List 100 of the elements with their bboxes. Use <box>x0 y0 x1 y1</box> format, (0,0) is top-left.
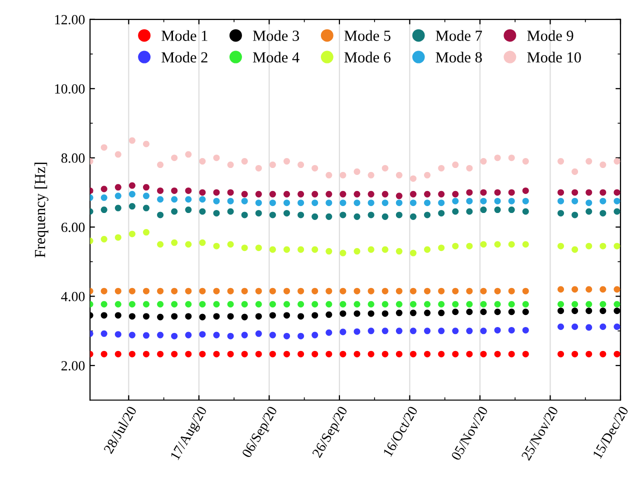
point <box>142 229 150 236</box>
point <box>396 288 402 294</box>
point <box>128 350 136 358</box>
point <box>100 330 108 337</box>
point <box>171 187 178 194</box>
point <box>157 162 164 168</box>
point <box>283 300 290 308</box>
point <box>410 328 416 334</box>
point <box>466 288 473 294</box>
point <box>283 288 290 294</box>
point <box>600 198 606 204</box>
point <box>354 288 360 294</box>
point <box>128 313 136 320</box>
point <box>466 328 473 334</box>
point <box>452 242 459 250</box>
point <box>396 212 402 218</box>
point <box>269 288 276 294</box>
point <box>522 198 529 204</box>
point <box>354 248 360 255</box>
point <box>157 196 164 203</box>
point <box>128 137 136 144</box>
point <box>213 154 220 162</box>
point <box>424 246 431 253</box>
point <box>572 198 578 204</box>
point <box>586 308 592 314</box>
point <box>396 310 402 316</box>
point <box>312 350 318 358</box>
point <box>522 300 529 308</box>
point <box>241 300 248 308</box>
point <box>185 241 192 248</box>
point <box>199 288 206 294</box>
point <box>185 350 192 358</box>
point <box>128 182 136 189</box>
point <box>438 350 445 358</box>
point <box>128 300 136 308</box>
point <box>283 158 290 165</box>
point <box>410 310 416 316</box>
point <box>185 288 192 294</box>
point <box>269 350 276 358</box>
point <box>213 288 220 294</box>
point <box>199 196 206 203</box>
point <box>298 162 304 168</box>
point <box>114 234 122 241</box>
point <box>382 310 388 317</box>
legend-label: Mode 7 <box>436 30 482 41</box>
point <box>466 300 473 308</box>
point <box>283 312 290 319</box>
point <box>572 212 578 218</box>
point <box>508 300 515 308</box>
point <box>494 300 501 308</box>
point <box>586 189 592 196</box>
point <box>494 198 501 204</box>
y-tick-label: 12.00 <box>55 14 85 24</box>
point <box>227 198 234 204</box>
point <box>368 200 374 206</box>
point <box>269 312 276 319</box>
point <box>466 350 473 358</box>
y-tick-label: 2.00 <box>61 361 85 371</box>
point <box>298 246 304 253</box>
legend-label: Mode 8 <box>436 52 482 63</box>
point <box>438 328 445 334</box>
point <box>255 330 262 337</box>
point <box>494 326 501 334</box>
point <box>354 168 360 175</box>
point <box>382 300 388 308</box>
point <box>255 190 262 198</box>
point <box>298 212 304 218</box>
point <box>171 288 178 294</box>
point <box>269 300 276 308</box>
point <box>438 288 445 294</box>
point <box>522 350 529 358</box>
point <box>438 164 445 172</box>
point <box>171 239 178 246</box>
point <box>368 350 374 358</box>
point <box>508 206 515 214</box>
point <box>199 300 206 308</box>
point <box>255 210 262 216</box>
point <box>424 288 431 294</box>
point <box>572 168 578 175</box>
point <box>312 312 318 319</box>
point <box>312 190 318 198</box>
point <box>128 332 136 338</box>
point <box>600 210 606 216</box>
point <box>227 189 234 196</box>
point <box>128 288 136 294</box>
point <box>572 323 578 330</box>
legend-label: Mode 1 <box>162 30 208 41</box>
point <box>199 331 206 338</box>
point <box>269 162 276 168</box>
point <box>410 300 416 308</box>
point <box>241 158 248 165</box>
point <box>157 241 164 248</box>
point <box>480 328 487 334</box>
point <box>213 198 220 204</box>
point <box>368 212 374 218</box>
point <box>354 200 360 206</box>
point <box>614 350 620 358</box>
point <box>157 314 164 320</box>
point <box>572 246 578 253</box>
point <box>354 350 360 358</box>
